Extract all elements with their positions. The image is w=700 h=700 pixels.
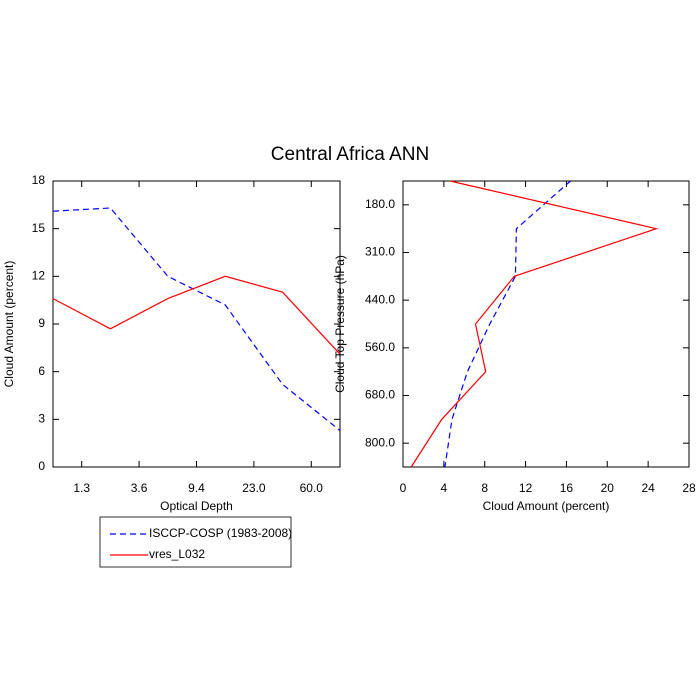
series-line bbox=[444, 180, 571, 468]
y-tick-label: 3 bbox=[38, 412, 45, 426]
y-tick-label: 680.0 bbox=[365, 388, 395, 402]
legend-label: ISCCP-COSP (1983-2008) bbox=[149, 526, 292, 540]
y-tick-label: 800.0 bbox=[365, 435, 395, 449]
x-tick-label: 23.0 bbox=[242, 481, 266, 495]
chart-title: Central Africa ANN bbox=[271, 144, 429, 165]
x-tick-label: 4 bbox=[441, 481, 448, 495]
y-tick-label: 560.0 bbox=[365, 340, 395, 354]
series-line bbox=[410, 180, 659, 468]
y-tick-label: 6 bbox=[38, 364, 45, 378]
x-tick-label: 16 bbox=[560, 481, 574, 495]
y-tick-label: 310.0 bbox=[365, 245, 395, 259]
y-tick-label: 18 bbox=[32, 173, 46, 187]
y-axis-label: Cloud Amount (percent) bbox=[2, 261, 16, 388]
plot-frame bbox=[402, 180, 690, 468]
x-tick-label: 20 bbox=[601, 481, 615, 495]
series-line bbox=[52, 207, 341, 431]
y-tick-label: 15 bbox=[32, 221, 46, 235]
legend-box bbox=[99, 516, 292, 568]
y-axis-label: Cloud Top Pressure (hPa) bbox=[333, 255, 347, 393]
x-tick-label: 8 bbox=[481, 481, 488, 495]
x-tick-label: 3.6 bbox=[131, 481, 148, 495]
y-tick-label: 180.0 bbox=[365, 197, 395, 211]
x-tick-label: 0 bbox=[400, 481, 407, 495]
legend-label: vres_L032 bbox=[149, 547, 205, 561]
x-tick-label: 28 bbox=[682, 481, 696, 495]
y-tick-label: 440.0 bbox=[365, 292, 395, 306]
y-tick-label: 12 bbox=[32, 269, 46, 283]
x-tick-label: 12 bbox=[519, 481, 533, 495]
y-tick-label: 0 bbox=[38, 459, 45, 473]
x-tick-label: 24 bbox=[641, 481, 655, 495]
series-line bbox=[52, 275, 341, 355]
x-tick-label: 60.0 bbox=[300, 481, 324, 495]
x-tick-label: 1.3 bbox=[73, 481, 90, 495]
y-tick-label: 9 bbox=[38, 316, 45, 330]
x-axis-label: Cloud Amount (percent) bbox=[483, 499, 610, 513]
x-axis-label: Optical Depth bbox=[160, 499, 233, 513]
x-tick-label: 9.4 bbox=[188, 481, 205, 495]
